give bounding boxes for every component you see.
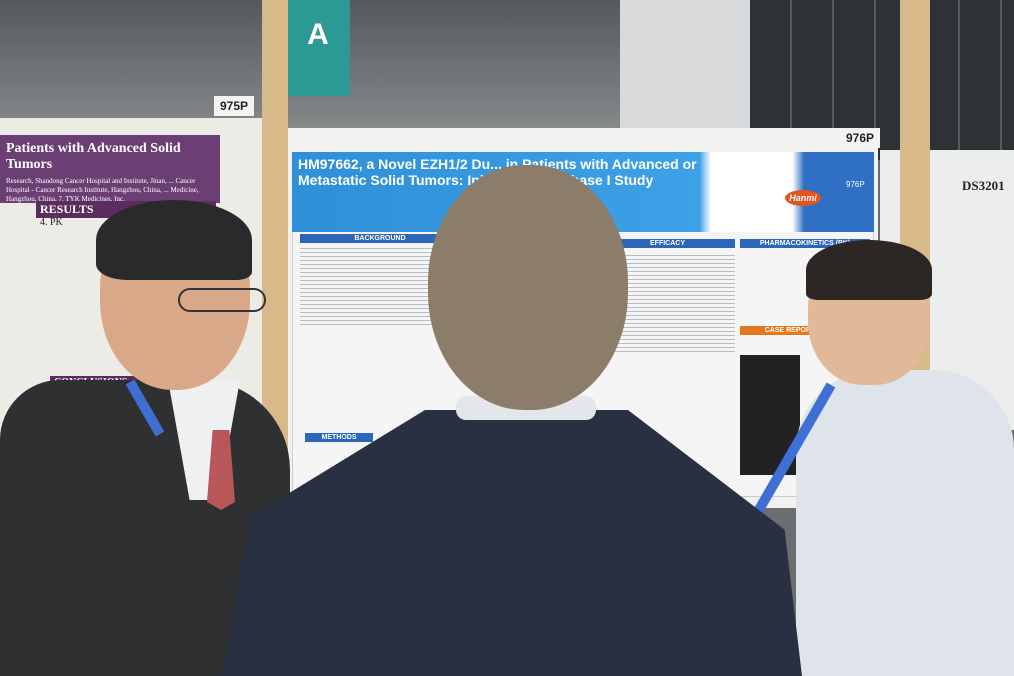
hanmi-logo: Hanmi <box>785 190 821 206</box>
left-poster-title: Patients with Advanced Solid Tumors <box>6 141 181 172</box>
board-label-975p: 975P <box>214 96 255 116</box>
background-heading: BACKGROUND <box>300 234 460 243</box>
glasses <box>178 288 266 312</box>
center-man-head <box>428 165 628 410</box>
pk-heading: 4. PK <box>40 217 63 228</box>
hall-sign: A <box>286 0 350 96</box>
methods-heading: METHODS <box>305 433 373 442</box>
left-poster-affiliations: Research, Shandong Cancer Hospital and I… <box>6 177 199 204</box>
case-report-heading: CASE REPORT <box>740 326 840 335</box>
wooden-post <box>262 0 288 480</box>
right-man-hair <box>806 240 932 300</box>
background-text <box>300 245 450 325</box>
board-label-976p: 976P <box>840 128 881 148</box>
left-poster-header: Patients with Advanced Solid Tumors Rese… <box>0 135 220 203</box>
right-board-label: DS3201 <box>962 178 1005 193</box>
left-man-tie <box>207 430 235 510</box>
efficacy-heading: EFFICACY <box>600 239 735 248</box>
poster-code: 976P <box>846 180 865 189</box>
pk-section-heading: PHARMACOKINETICS (PK) <box>740 239 870 248</box>
wall-panel <box>620 0 750 150</box>
left-man-hair <box>96 200 252 280</box>
right-man-shirt <box>796 370 1014 676</box>
